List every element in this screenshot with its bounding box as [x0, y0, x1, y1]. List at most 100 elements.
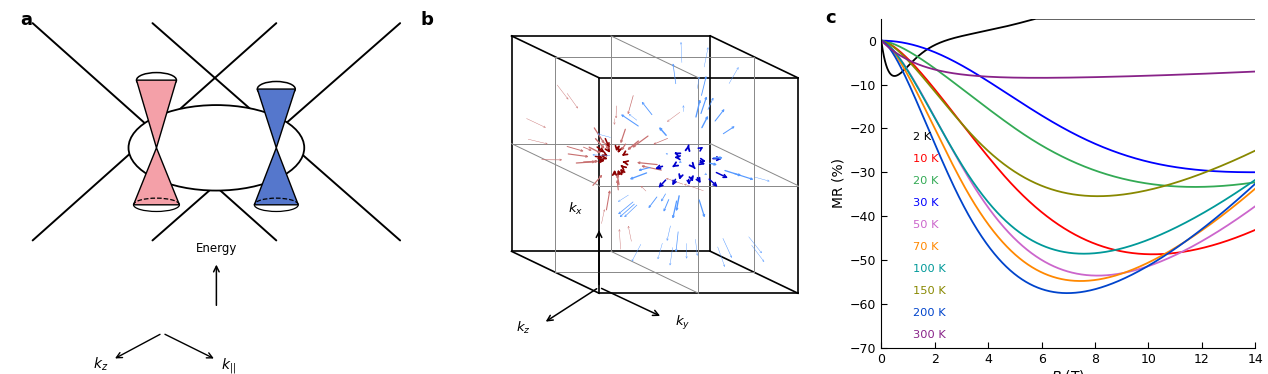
50 K: [1248, 204, 1263, 208]
300 K: [1168, 73, 1183, 77]
70 K: [1236, 196, 1252, 200]
2 K: [1028, 16, 1044, 21]
10 K: [1055, 226, 1070, 230]
300 K: [1031, 76, 1046, 80]
Text: $k_z$: $k_z$: [93, 356, 108, 373]
2 K: [1169, 16, 1184, 21]
50 K: [1055, 268, 1070, 272]
300 K: [1236, 70, 1252, 74]
2 K: [893, 71, 908, 76]
50 K: [1238, 212, 1253, 216]
200 K: [893, 64, 908, 69]
Text: 30 K: 30 K: [913, 198, 938, 208]
Text: $k_z$: $k_z$: [516, 320, 531, 336]
Text: 20 K: 20 K: [913, 176, 938, 186]
70 K: [1248, 186, 1263, 191]
Ellipse shape: [128, 105, 304, 191]
Line: 20 K: 20 K: [881, 41, 1255, 187]
150 K: [1248, 148, 1263, 153]
10 K: [1145, 252, 1160, 257]
10 K: [1238, 232, 1253, 236]
Line: 30 K: 30 K: [881, 41, 1255, 172]
30 K: [874, 39, 889, 43]
Text: 10 K: 10 K: [913, 154, 938, 164]
150 K: [1168, 180, 1183, 185]
200 K: [874, 39, 889, 43]
30 K: [1055, 126, 1070, 130]
Text: 300 K: 300 K: [913, 329, 946, 340]
30 K: [893, 40, 908, 45]
100 K: [1248, 178, 1263, 182]
Line: 100 K: 100 K: [881, 41, 1255, 254]
20 K: [1187, 185, 1202, 189]
10 K: [1168, 251, 1183, 255]
Line: 200 K: 200 K: [881, 41, 1255, 293]
30 K: [1245, 170, 1260, 175]
300 K: [1056, 76, 1071, 80]
150 K: [1055, 190, 1070, 195]
100 K: [1077, 251, 1092, 256]
20 K: [1046, 150, 1061, 154]
2 K: [1056, 16, 1071, 21]
200 K: [1238, 191, 1253, 196]
20 K: [1055, 155, 1070, 159]
300 K: [1046, 76, 1061, 80]
Ellipse shape: [257, 82, 295, 96]
30 K: [1248, 170, 1263, 175]
150 K: [1238, 153, 1253, 158]
200 K: [1236, 191, 1252, 196]
100 K: [1046, 247, 1061, 252]
70 K: [893, 60, 908, 64]
150 K: [893, 50, 908, 55]
Y-axis label: MR (%): MR (%): [832, 158, 846, 208]
Line: 300 K: 300 K: [881, 41, 1255, 78]
20 K: [874, 39, 889, 43]
70 K: [1046, 275, 1061, 279]
50 K: [893, 57, 908, 61]
100 K: [1236, 185, 1252, 190]
Line: 2 K: 2 K: [881, 19, 1255, 76]
200 K: [1046, 290, 1061, 294]
Text: $k_x$: $k_x$: [568, 200, 583, 217]
Polygon shape: [255, 148, 298, 205]
Text: $k_y$: $k_y$: [675, 314, 690, 332]
Text: $k_{||}$: $k_{||}$: [221, 356, 236, 374]
100 K: [1168, 225, 1183, 230]
300 K: [1248, 69, 1263, 74]
200 K: [1168, 246, 1183, 250]
150 K: [874, 39, 889, 43]
200 K: [1060, 291, 1075, 295]
2 K: [886, 74, 902, 78]
Polygon shape: [133, 148, 180, 205]
50 K: [1046, 264, 1061, 268]
70 K: [1168, 245, 1183, 249]
20 K: [1236, 181, 1252, 186]
10 K: [1248, 228, 1263, 232]
50 K: [1090, 273, 1106, 278]
70 K: [1073, 279, 1088, 283]
100 K: [874, 39, 889, 43]
50 K: [874, 39, 889, 43]
150 K: [1236, 153, 1252, 158]
Text: b: b: [421, 11, 434, 29]
10 K: [893, 50, 908, 54]
Polygon shape: [137, 80, 176, 148]
70 K: [1238, 195, 1253, 200]
30 K: [1046, 120, 1061, 125]
Text: 200 K: 200 K: [913, 308, 946, 318]
Text: c: c: [825, 9, 836, 27]
Line: 10 K: 10 K: [881, 41, 1255, 254]
2 K: [874, 39, 889, 43]
Ellipse shape: [137, 73, 176, 88]
10 K: [874, 39, 889, 43]
100 K: [1238, 185, 1253, 189]
20 K: [1248, 180, 1263, 184]
20 K: [893, 45, 908, 49]
200 K: [1248, 181, 1263, 186]
30 K: [1168, 165, 1183, 169]
10 K: [1236, 232, 1252, 237]
Text: 2 K: 2 K: [913, 132, 932, 142]
300 K: [1238, 70, 1253, 74]
50 K: [1236, 212, 1252, 216]
Text: a: a: [20, 11, 33, 29]
